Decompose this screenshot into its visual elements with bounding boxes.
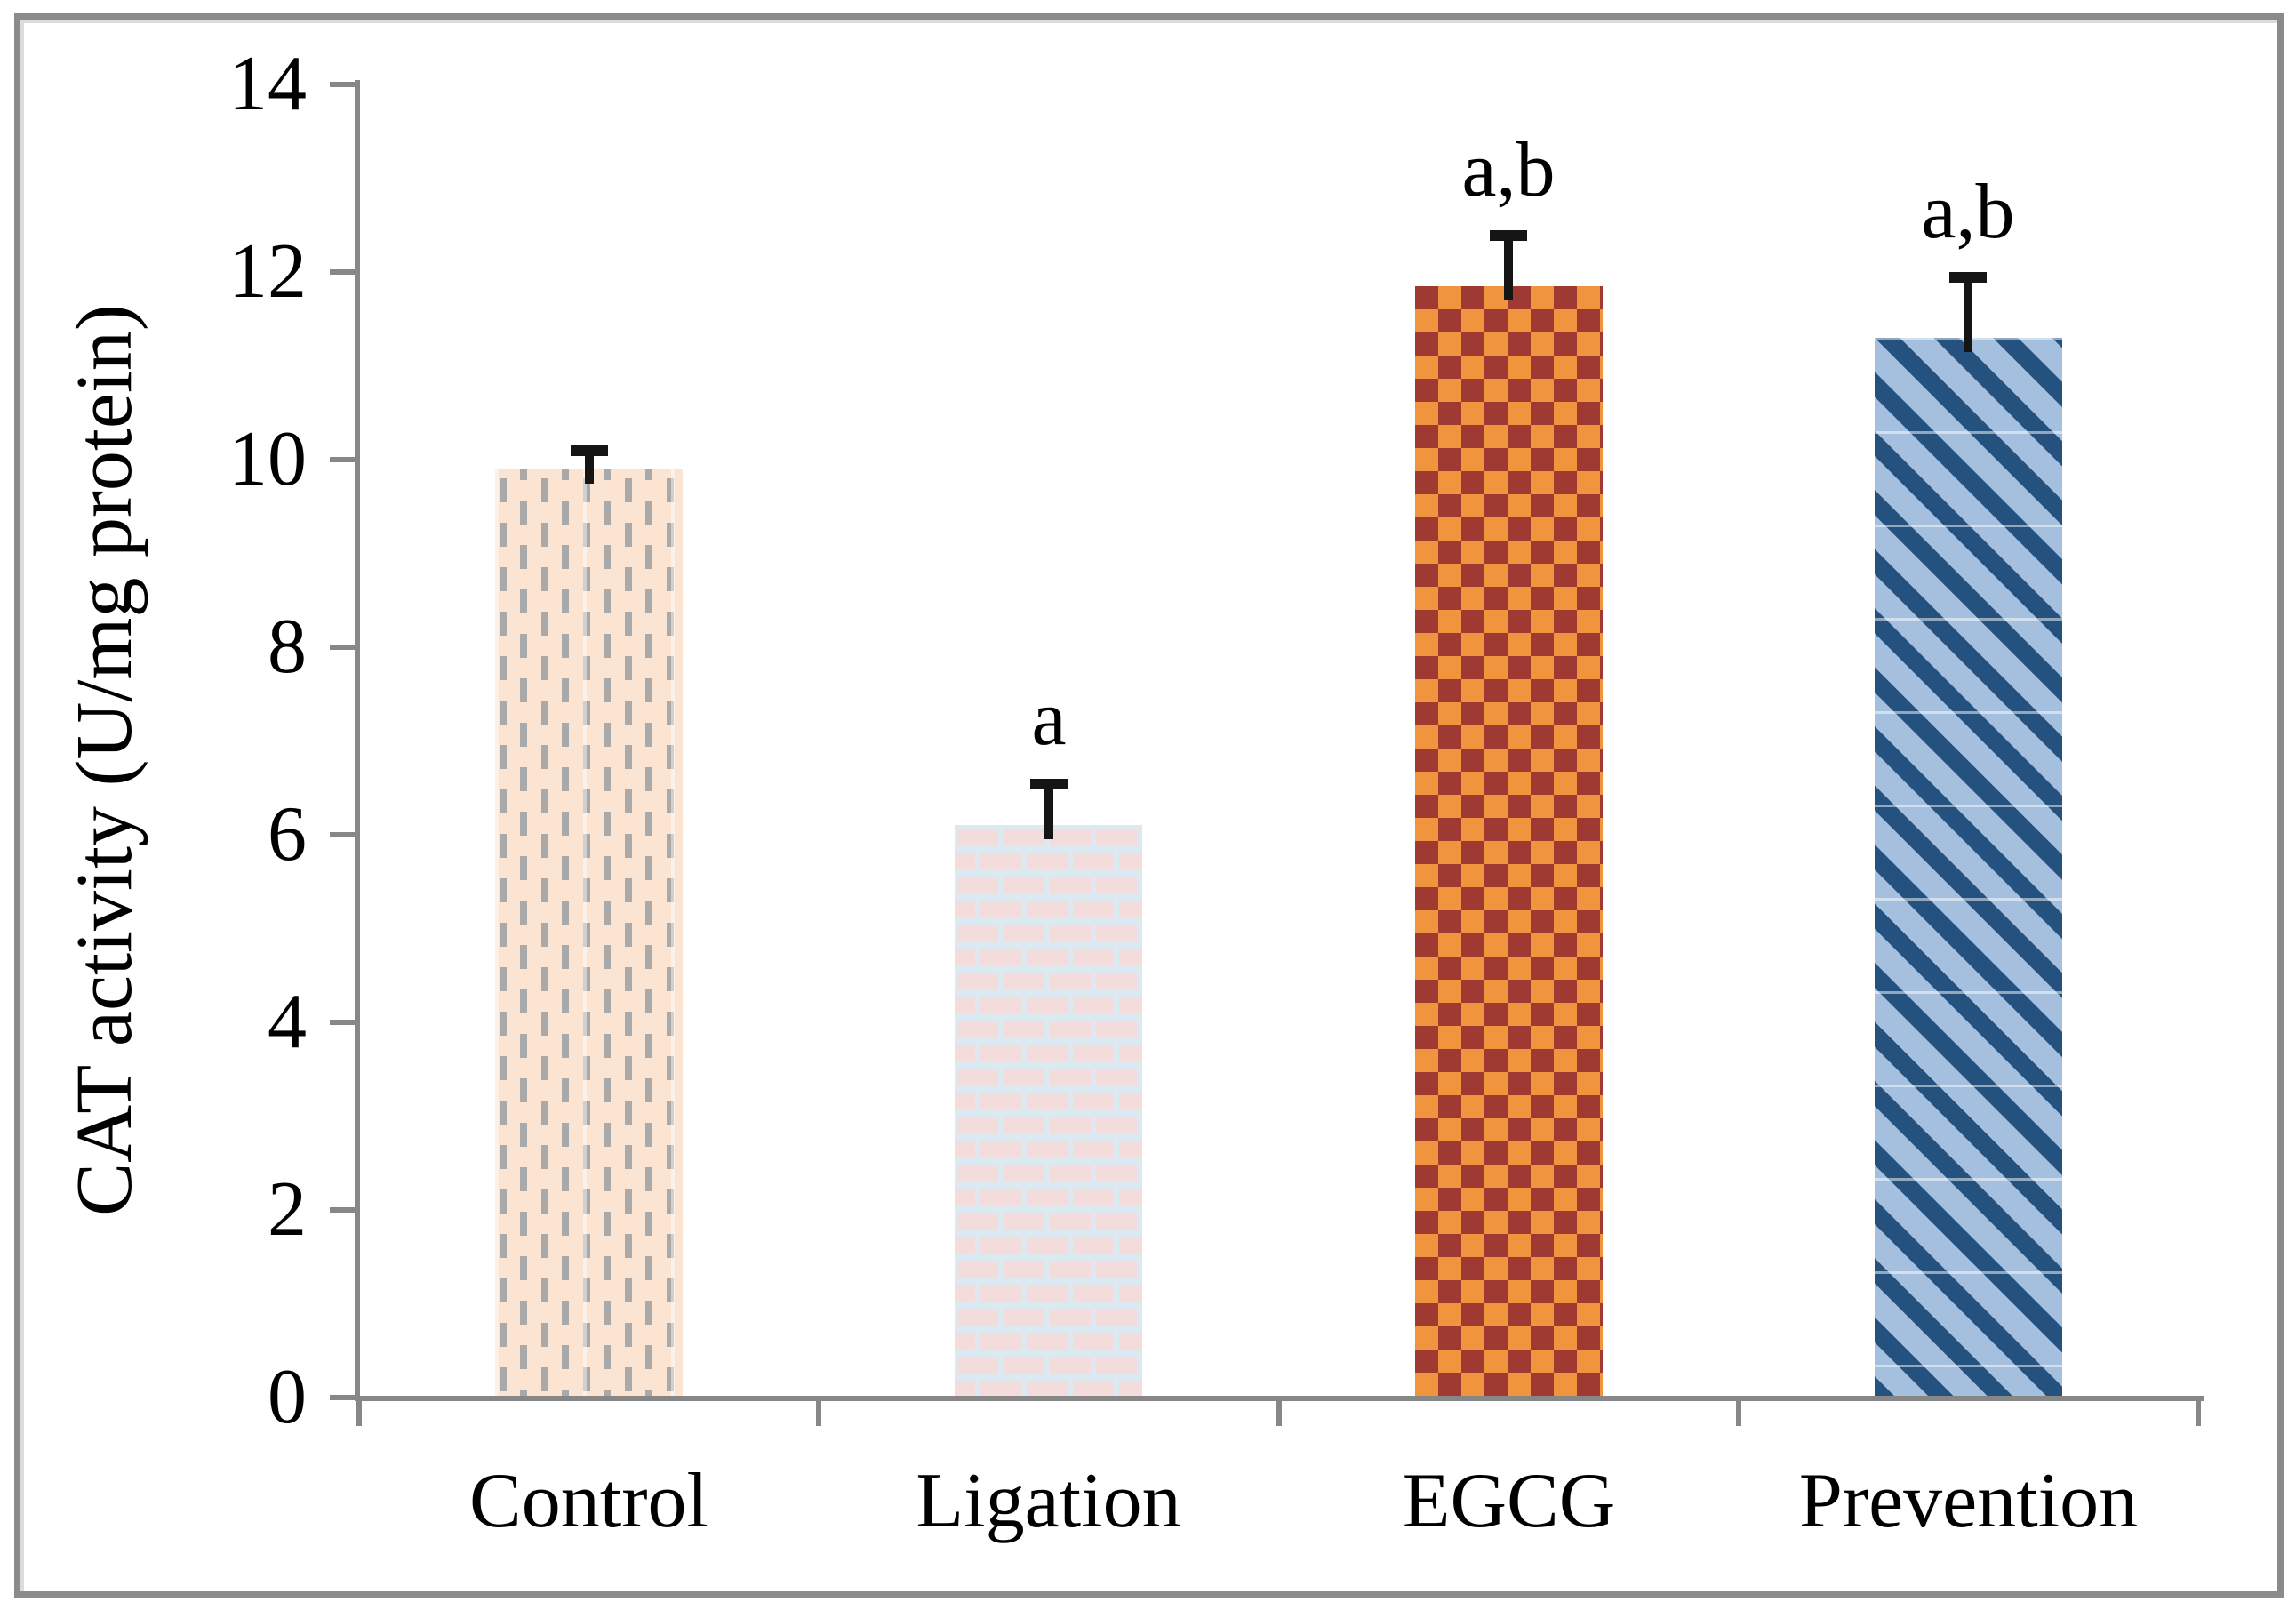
y-tick-label: 12 — [228, 228, 307, 315]
x-category-label: Control — [469, 1458, 708, 1544]
x-tick-mark — [1736, 1401, 1741, 1426]
error-bar-stem — [1504, 232, 1513, 300]
y-axis-title: CAT activity (U/mg protein) — [60, 304, 148, 1216]
x-tick-mark — [356, 1401, 362, 1426]
bar-egcg — [1415, 286, 1603, 1396]
bar-prevention — [1875, 338, 2062, 1396]
y-tick-label: 6 — [268, 791, 307, 877]
error-bar-stem — [585, 447, 594, 484]
significance-label: a — [1031, 676, 1067, 762]
y-tick-mark — [330, 1395, 355, 1400]
x-axis-line — [355, 1396, 2204, 1401]
y-tick-mark — [330, 832, 355, 837]
y-tick-mark — [330, 645, 355, 650]
y-tick-mark — [330, 269, 355, 275]
y-tick-mark — [330, 1207, 355, 1213]
bar-ligation — [955, 825, 1142, 1396]
x-tick-mark — [816, 1401, 821, 1426]
y-tick-label: 10 — [228, 416, 307, 502]
y-tick-mark — [330, 457, 355, 462]
bar-tile-seams — [1875, 338, 2062, 1396]
significance-label: a,b — [1461, 127, 1556, 213]
x-category-label: Prevention — [1798, 1458, 2139, 1544]
x-tick-mark — [2196, 1401, 2201, 1426]
error-bar-stem — [1964, 274, 1972, 352]
y-tick-label: 2 — [268, 1166, 307, 1253]
y-tick-label: 8 — [268, 604, 307, 690]
y-tick-mark — [330, 1020, 355, 1025]
y-tick-mark — [330, 82, 355, 87]
bar-tile-seams — [495, 469, 683, 1396]
error-bar-stem — [1044, 781, 1053, 839]
x-tick-mark — [1276, 1401, 1282, 1426]
y-axis-line — [355, 80, 360, 1401]
x-category-label: EGCG — [1402, 1458, 1616, 1544]
y-tick-label: 4 — [268, 979, 307, 1065]
y-tick-label: 0 — [268, 1354, 307, 1440]
y-tick-label: 14 — [228, 41, 307, 127]
bar-control — [495, 469, 683, 1396]
significance-label: a,b — [1921, 169, 2015, 255]
x-category-label: Ligation — [916, 1458, 1181, 1544]
